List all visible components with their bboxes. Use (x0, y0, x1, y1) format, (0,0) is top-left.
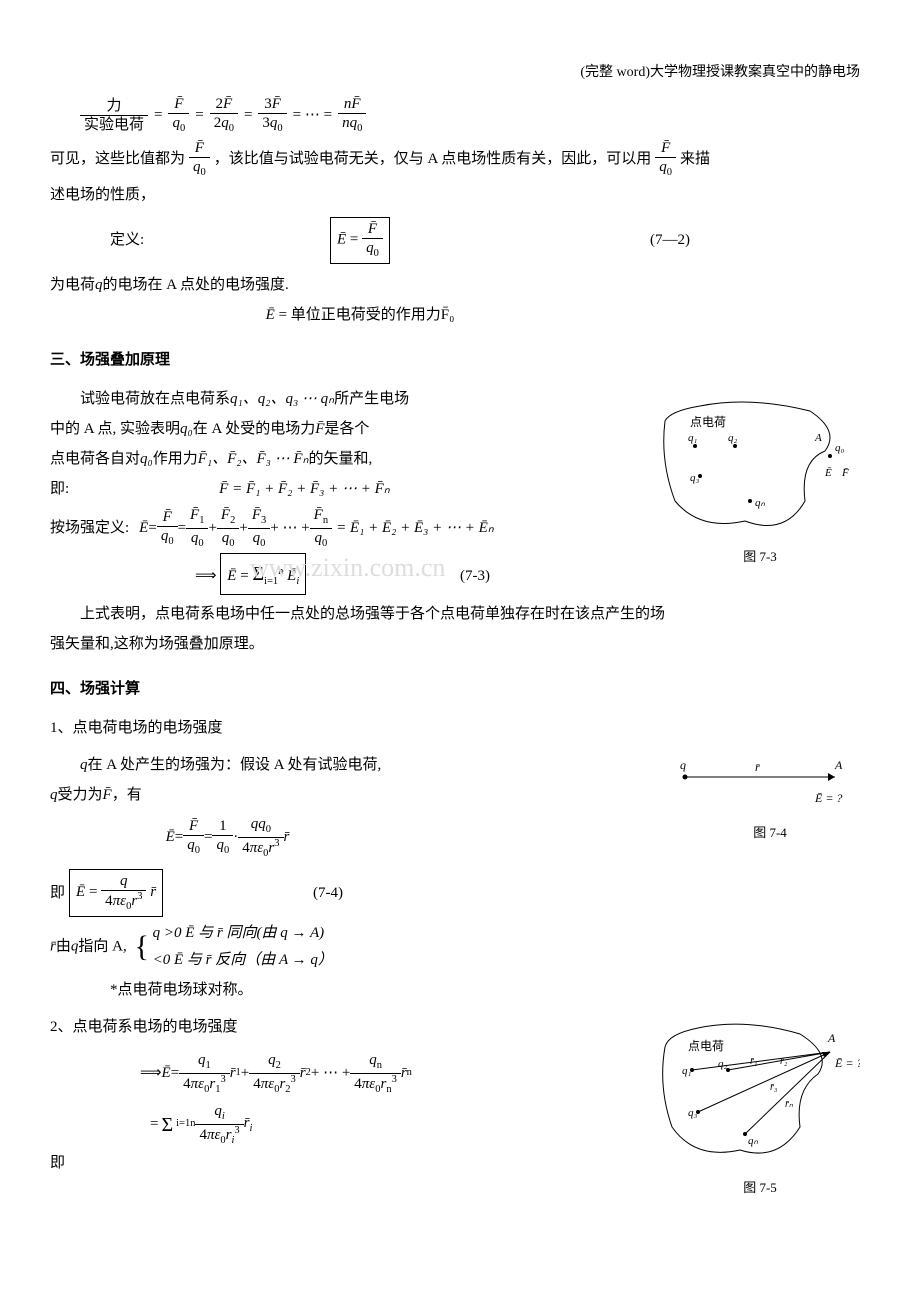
svg-text:F̄: F̄ (841, 467, 849, 479)
ratio-equation: 力实验电荷 = F̄q0 = 2F̄2q0 = 3F̄3q0 = ⋯ = nF̄… (80, 95, 870, 136)
sec4-1-star: *点电荷电场球对称。 (50, 977, 870, 1004)
sec4-2-eq1: ⟹ Ē = q14πε0r13 r̄1 + q24πε0r23 r̄2 + ⋯ … (50, 1051, 635, 1096)
sec4-1-eq: Ē = F̄q0 = 1q0 · qq04πε0r3 r̄ (50, 815, 655, 860)
svg-text:点电荷: 点电荷 (688, 1039, 724, 1053)
svg-text:r̄₁: r̄₁ (750, 1056, 757, 1067)
svg-text:r̄ₙ: r̄ₙ (785, 1099, 794, 1110)
para1d: 述电场的性质， (50, 182, 870, 209)
svg-text:q₁: q₁ (682, 1065, 692, 1077)
para3: Ē = 单位正电荷受的作用力F̄₀ (50, 302, 870, 329)
definition-line: 定义: Ē = F̄q0 (7—2) (50, 217, 870, 264)
svg-text:A: A (827, 1031, 836, 1045)
sec3-p7: 强矢量和,这称为场强叠加原理。 (50, 631, 870, 658)
svg-text:q₃: q₃ (690, 472, 700, 484)
svg-text:Ē = ?: Ē = ? (814, 791, 842, 805)
figure-7-3: 点电荷 q₁ q₂ q₃ qₙ q₀ A Ē F̄ 图 7-3 (650, 391, 870, 568)
svg-text:Ē: Ē (824, 467, 832, 479)
svg-text:q: q (680, 758, 686, 772)
svg-text:q₁: q₁ (688, 432, 698, 444)
sec4-1-p3: r̄由q指向 A, { q >0 Ē 与 r̄ 同向(由 q → A) <0 Ē… (50, 920, 870, 974)
svg-text:q₃: q₃ (688, 1107, 698, 1119)
svg-text:r̄₂: r̄₂ (780, 1056, 788, 1067)
sec4-1-boxed: 即 Ē = q4πε0r3 r̄ (7-4) (50, 869, 870, 917)
section3-title: 三、场强叠加原理 (50, 347, 870, 374)
svg-text:q₂: q₂ (728, 432, 738, 444)
sec3-sum: ⟹ Ē = Σi=1n Ēi (7-3) (50, 553, 870, 595)
svg-text:A: A (814, 432, 822, 444)
sec3-p6: 上式表明，点电荷系电场中任一点处的总场强等于各个点电荷单独存在时在该点产生的场 (50, 601, 870, 628)
section4-title: 四、场强计算 (50, 676, 870, 703)
sec4-1-title: 1、点电荷电场的电场强度 (50, 715, 870, 742)
svg-text:A: A (834, 758, 843, 772)
figure-7-5: 点电荷 q₁ q₂ q₃ qₙ r̄₁ r̄₂ r̄₃ r̄ₙ A Ē = ? … (650, 1012, 870, 1199)
svg-text:qₙ: qₙ (755, 497, 766, 509)
svg-text:Ē = ?: Ē = ? (834, 1056, 860, 1070)
svg-text:点电荷: 点电荷 (690, 415, 726, 429)
svg-text:r̄₃: r̄₃ (770, 1082, 778, 1093)
para1: 可见，这些比值都为 F̄q0 ，该比值与试验电荷无关，仅与 A 点电场性质有关，… (50, 139, 870, 180)
figure-7-4: q r̄ A Ē = ? 图 7-4 (670, 757, 870, 844)
sec3-eq-E: 按场强定义: Ē = F̄q0 = F̄1q0 + F̄2q0 + F̄3q0 … (50, 506, 635, 550)
svg-text:r̄: r̄ (755, 760, 760, 774)
para2: 为电荷q的电场在 A 点处的电场强度. (50, 272, 870, 299)
sec4-2-eq2: = Σi=1n qi4πε0ri3 r̄i (50, 1102, 635, 1147)
page-header: (完整 word)大学物理授课教案真空中的静电场 (50, 60, 870, 85)
svg-text:q₂: q₂ (718, 1058, 728, 1070)
svg-text:q₀: q₀ (835, 442, 845, 454)
svg-text:qₙ: qₙ (748, 1135, 759, 1147)
